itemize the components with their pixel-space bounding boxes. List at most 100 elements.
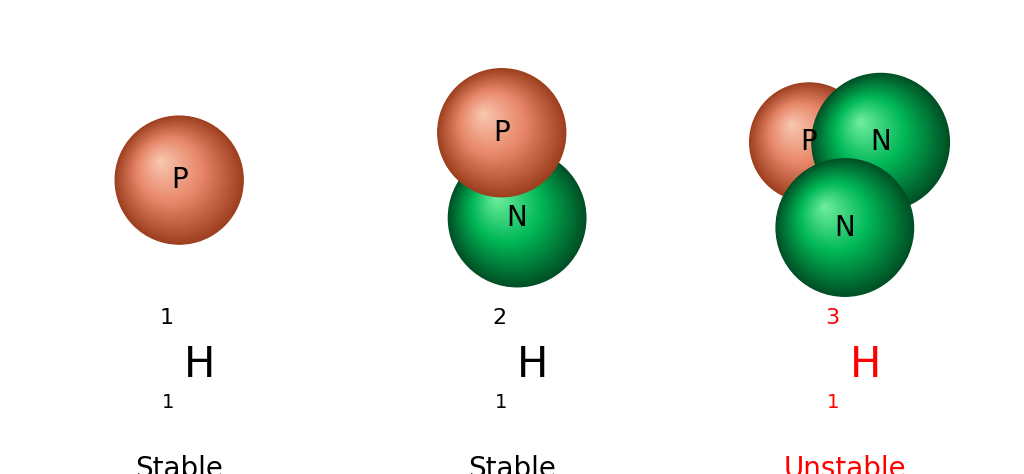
Ellipse shape bbox=[786, 119, 800, 133]
Ellipse shape bbox=[777, 160, 910, 293]
Ellipse shape bbox=[440, 72, 560, 191]
Ellipse shape bbox=[816, 77, 942, 203]
Ellipse shape bbox=[482, 113, 484, 115]
Ellipse shape bbox=[133, 134, 210, 211]
Ellipse shape bbox=[119, 120, 237, 237]
Ellipse shape bbox=[780, 163, 906, 289]
Ellipse shape bbox=[779, 113, 813, 146]
Text: P: P bbox=[494, 118, 510, 147]
Ellipse shape bbox=[465, 166, 555, 255]
Ellipse shape bbox=[821, 83, 932, 193]
Ellipse shape bbox=[474, 105, 498, 129]
Ellipse shape bbox=[118, 118, 239, 240]
Text: 1: 1 bbox=[827, 393, 840, 412]
Ellipse shape bbox=[847, 108, 886, 147]
Ellipse shape bbox=[148, 150, 181, 182]
Ellipse shape bbox=[856, 118, 867, 129]
Ellipse shape bbox=[134, 136, 207, 208]
Ellipse shape bbox=[137, 138, 203, 204]
Ellipse shape bbox=[813, 196, 845, 228]
Ellipse shape bbox=[818, 201, 836, 219]
Ellipse shape bbox=[786, 169, 894, 277]
Ellipse shape bbox=[471, 101, 505, 136]
Text: P: P bbox=[171, 166, 187, 194]
Ellipse shape bbox=[481, 182, 524, 226]
Ellipse shape bbox=[782, 165, 901, 284]
Ellipse shape bbox=[477, 108, 493, 123]
Ellipse shape bbox=[817, 79, 939, 201]
Ellipse shape bbox=[139, 140, 199, 200]
Ellipse shape bbox=[439, 70, 563, 194]
Ellipse shape bbox=[788, 171, 891, 274]
Ellipse shape bbox=[486, 188, 514, 215]
Ellipse shape bbox=[460, 161, 565, 266]
Ellipse shape bbox=[850, 111, 880, 141]
Ellipse shape bbox=[477, 178, 532, 233]
Ellipse shape bbox=[755, 88, 859, 192]
Ellipse shape bbox=[811, 194, 848, 231]
Ellipse shape bbox=[782, 116, 808, 141]
Ellipse shape bbox=[822, 205, 827, 210]
Ellipse shape bbox=[775, 109, 820, 154]
Ellipse shape bbox=[761, 94, 848, 181]
Ellipse shape bbox=[493, 193, 504, 205]
Ellipse shape bbox=[496, 197, 498, 199]
Ellipse shape bbox=[483, 184, 522, 223]
Ellipse shape bbox=[479, 110, 489, 120]
Ellipse shape bbox=[464, 164, 557, 258]
Ellipse shape bbox=[468, 99, 510, 141]
Ellipse shape bbox=[795, 177, 880, 262]
Ellipse shape bbox=[442, 73, 557, 188]
Ellipse shape bbox=[843, 105, 891, 153]
Ellipse shape bbox=[455, 156, 573, 275]
Ellipse shape bbox=[158, 159, 164, 165]
Ellipse shape bbox=[814, 197, 844, 226]
Ellipse shape bbox=[142, 143, 194, 194]
Ellipse shape bbox=[814, 197, 842, 225]
Ellipse shape bbox=[787, 120, 799, 132]
Ellipse shape bbox=[490, 191, 508, 210]
Ellipse shape bbox=[449, 79, 547, 177]
Ellipse shape bbox=[770, 104, 829, 163]
Text: 1: 1 bbox=[160, 308, 174, 328]
Ellipse shape bbox=[845, 106, 888, 150]
Ellipse shape bbox=[473, 174, 540, 241]
Ellipse shape bbox=[793, 175, 884, 266]
Ellipse shape bbox=[791, 173, 887, 269]
Ellipse shape bbox=[807, 189, 857, 240]
Ellipse shape bbox=[839, 100, 900, 162]
Ellipse shape bbox=[838, 99, 902, 163]
Ellipse shape bbox=[767, 100, 837, 169]
Ellipse shape bbox=[812, 195, 847, 229]
Ellipse shape bbox=[857, 118, 866, 128]
Ellipse shape bbox=[785, 168, 896, 278]
Ellipse shape bbox=[483, 184, 520, 221]
Ellipse shape bbox=[462, 92, 521, 152]
Ellipse shape bbox=[136, 137, 205, 205]
Ellipse shape bbox=[489, 190, 510, 211]
Ellipse shape bbox=[470, 101, 506, 137]
Ellipse shape bbox=[446, 77, 551, 182]
Ellipse shape bbox=[147, 148, 183, 184]
Text: 1: 1 bbox=[162, 393, 174, 412]
Ellipse shape bbox=[784, 167, 899, 282]
Ellipse shape bbox=[123, 124, 229, 230]
Ellipse shape bbox=[818, 80, 937, 199]
Ellipse shape bbox=[474, 175, 539, 239]
Ellipse shape bbox=[772, 106, 825, 159]
Ellipse shape bbox=[822, 84, 930, 191]
Ellipse shape bbox=[774, 107, 823, 156]
Ellipse shape bbox=[820, 82, 935, 196]
Ellipse shape bbox=[130, 131, 215, 216]
Ellipse shape bbox=[490, 192, 507, 208]
Ellipse shape bbox=[820, 203, 831, 214]
Ellipse shape bbox=[751, 84, 865, 199]
Ellipse shape bbox=[758, 91, 853, 186]
Ellipse shape bbox=[457, 158, 569, 270]
Ellipse shape bbox=[479, 180, 529, 230]
Ellipse shape bbox=[783, 116, 807, 140]
Ellipse shape bbox=[454, 154, 577, 278]
Ellipse shape bbox=[828, 91, 919, 180]
Ellipse shape bbox=[479, 110, 488, 119]
Ellipse shape bbox=[859, 121, 861, 123]
